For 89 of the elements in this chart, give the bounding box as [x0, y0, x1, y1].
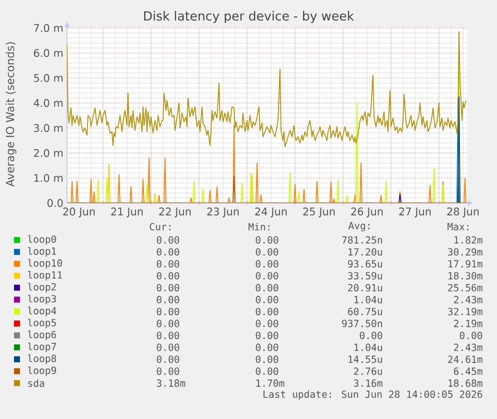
- text: 0.00: [156, 284, 180, 292]
- legend-label: loop6: [28, 330, 56, 340]
- y-tick-label: 0.0: [47, 199, 63, 207]
- x-tick-label: 22 Jun: [159, 208, 191, 218]
- text: 0.00: [256, 368, 278, 375]
- text: 0.00: [256, 284, 278, 292]
- x-tick-label: 21 Jun: [111, 208, 143, 218]
- text: 1.04u: [354, 296, 382, 304]
- text: 3.16m: [354, 379, 382, 387]
- text: 0.00: [156, 260, 180, 268]
- x-tick-label: 27 Jun: [399, 208, 431, 218]
- text: 0.00: [256, 344, 278, 352]
- text: 0.00: [156, 272, 180, 280]
- text: 32.19m: [448, 308, 482, 316]
- text: Cur:: [150, 222, 170, 230]
- text: 25.56m: [448, 284, 482, 292]
- y-tick-label: 5.0 m: [34, 74, 63, 82]
- legend-label: loop4: [28, 306, 56, 316]
- y-axis-title: Average IO Wait (seconds): [6, 42, 16, 187]
- text: 0.00: [156, 308, 180, 316]
- legend-label: loop1: [28, 247, 56, 257]
- x-tick-label: 20 Jun: [63, 208, 95, 218]
- text: 2.43m: [454, 296, 482, 304]
- text: 18.30m: [448, 272, 482, 280]
- text: 0.00: [460, 332, 482, 340]
- text: 60.75u: [348, 308, 382, 316]
- text: 781.25n: [342, 236, 382, 244]
- x-tick-label: 23 Jun: [207, 208, 239, 218]
- text: 30.29m: [448, 248, 482, 256]
- y-tick-label: 6.0 m: [34, 49, 63, 57]
- legend-label: loop3: [28, 294, 56, 304]
- x-tick-label: 26 Jun: [351, 208, 383, 218]
- text: 2.43m: [454, 344, 482, 352]
- text: 24.61m: [448, 356, 482, 363]
- text: 0.00: [156, 320, 180, 328]
- legend-label: loop0: [28, 235, 56, 245]
- text: 0.00: [256, 248, 278, 256]
- text: 937.50n: [342, 320, 382, 328]
- legend-label: sda: [28, 379, 44, 387]
- legend-label: loop7: [28, 342, 56, 352]
- text: 1.70m: [256, 379, 284, 387]
- legend-label: loop5: [28, 318, 56, 328]
- text: 6.45m: [454, 368, 482, 375]
- text: 1.82m: [454, 236, 482, 244]
- legend-label: loop9: [28, 366, 56, 376]
- text: 14.55u: [348, 356, 382, 363]
- y-tick-label: 1.0 m: [34, 174, 63, 182]
- text: 0.00: [256, 296, 278, 304]
- text: 0.00: [156, 236, 180, 244]
- chart-title: Disk latency per device - by week: [144, 10, 354, 24]
- legend-label: loop11: [28, 271, 62, 281]
- text: Last update: Sun Jun 28 14:00:05 2026: [264, 390, 482, 400]
- text: 0.00: [156, 332, 180, 340]
- x-tick-label: 25 Jun: [303, 208, 335, 218]
- y-tick-label: 4.0 m: [34, 99, 63, 107]
- text: 0.00: [256, 308, 278, 316]
- text: 0.00: [256, 236, 278, 244]
- text: 0.00: [256, 356, 278, 363]
- text: Avg:: [348, 222, 370, 232]
- y-tick-label: 3.0 m: [34, 124, 63, 132]
- text: 33.59u: [348, 272, 382, 280]
- legend-label: loop10: [28, 259, 62, 269]
- y-tick-label: 2.0 m: [34, 149, 63, 157]
- text: 3.18m: [156, 379, 186, 387]
- text: 0.00: [256, 260, 278, 268]
- text: Max:: [448, 223, 468, 230]
- text: 18.68m: [448, 379, 482, 387]
- text: 0.00: [360, 332, 382, 340]
- y-tick-label: 7.0 m: [34, 24, 63, 32]
- text: 17.20u: [348, 248, 382, 256]
- x-tick-label: 24 Jun: [255, 208, 287, 218]
- text: 17.91m: [448, 260, 482, 268]
- text: 93.65u: [348, 260, 382, 268]
- text: 1.04u: [354, 344, 382, 352]
- text: 0.00: [156, 296, 180, 304]
- text: 2.19m: [454, 320, 482, 328]
- text: 2.76u: [354, 368, 382, 375]
- text: 0.00: [256, 320, 278, 328]
- text: 0.00: [156, 248, 180, 256]
- text: 0.00: [256, 272, 278, 280]
- x-tick-label: 28 Jun: [447, 208, 479, 218]
- legend-label: loop2: [28, 282, 56, 292]
- text: 0.00: [156, 356, 180, 363]
- legend-label: loop8: [28, 354, 56, 364]
- text: Min:: [248, 222, 270, 230]
- text: 0.00: [156, 368, 180, 375]
- text: 0.00: [156, 344, 180, 352]
- text: 20.91u: [348, 284, 382, 292]
- text: 0.00: [256, 332, 278, 340]
